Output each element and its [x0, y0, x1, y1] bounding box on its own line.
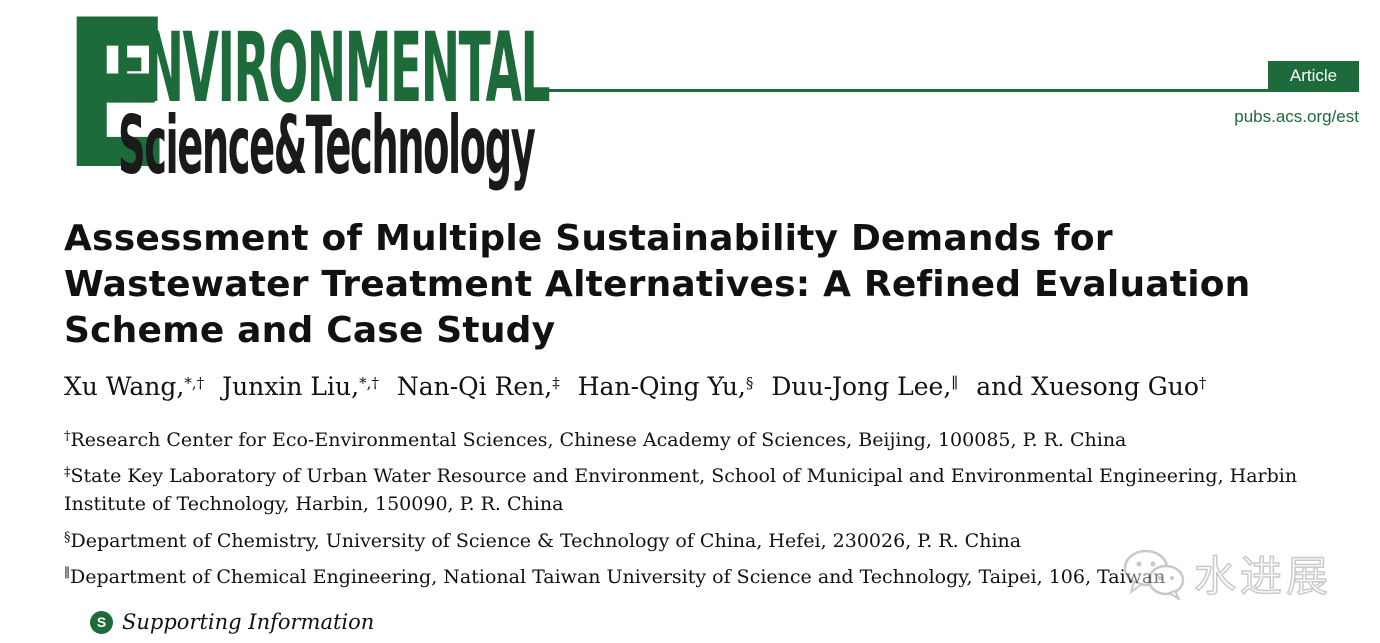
author-marks: *,†	[359, 374, 379, 392]
author-name: Xu Wang,	[64, 372, 185, 401]
affiliation: †Research Center for Eco-Environmental S…	[64, 426, 1354, 454]
author-marks: §	[745, 374, 754, 392]
supporting-info-icon: S	[90, 610, 113, 634]
wechat-icon	[1123, 549, 1185, 600]
affiliation: ‡State Key Laboratory of Urban Water Res…	[64, 462, 1354, 518]
author: Xu Wang,*,†	[64, 372, 204, 401]
author-marks: ∥	[951, 374, 959, 392]
author-name: Junxin Liu,	[222, 372, 360, 401]
author-name: Duu-Jong Lee,	[771, 372, 952, 401]
author: and Xuesong Guo†	[976, 372, 1206, 401]
affiliation-mark: §	[64, 530, 71, 545]
affiliation-text: Department of Chemistry, University of S…	[70, 530, 1022, 552]
author-marks: ‡	[552, 374, 560, 392]
article-type-badge: Article	[1268, 61, 1359, 90]
logo-e-glyph: E	[62, 0, 172, 215]
affiliation-text: Department of Chemical Engineering, Nati…	[70, 566, 1166, 588]
author-name: Han-Qing Yu,	[577, 372, 746, 401]
supporting-information-link[interactable]: S Supporting Information	[90, 610, 374, 634]
affiliation: ∥Department of Chemical Engineering, Nat…	[64, 563, 1354, 591]
author: Han-Qing Yu,§	[578, 372, 754, 401]
header-rule	[528, 89, 1359, 92]
author-marks: †	[1198, 374, 1207, 392]
paper-title: Assessment of Multiple Sustainability De…	[64, 218, 1251, 351]
watermark: 水进展	[1122, 543, 1332, 604]
author-name: Nan-Qi Ren,	[396, 372, 553, 401]
author-list: Xu Wang,*,† Junxin Liu,*,† Nan-Qi Ren,‡ …	[64, 371, 1216, 403]
journal-url-link[interactable]: pubs.acs.org/est	[1234, 107, 1359, 126]
affiliation-mark: †	[64, 429, 71, 444]
author: Nan-Qi Ren,‡	[397, 372, 560, 401]
author-marks: *,†	[184, 374, 205, 392]
affiliation: §Department of Chemistry, University of …	[64, 527, 1354, 555]
affiliation-mark: ∥	[64, 566, 71, 581]
affiliation-mark: ‡	[64, 465, 71, 480]
affiliation-text: Research Center for Eco-Environmental Sc…	[70, 429, 1127, 451]
logo-word-environmental: ENVIRONMENTAL	[114, 12, 550, 124]
author: Junxin Liu,*,†	[222, 372, 379, 401]
author: Duu-Jong Lee,∥	[771, 372, 958, 401]
watermark-text: 水进展	[1193, 551, 1333, 602]
affiliation-text: State Key Laboratory of Urban Water Reso…	[64, 465, 1298, 515]
logo-word-science-technology: Science&Technology	[118, 99, 536, 192]
author-name: and Xuesong Guo	[976, 372, 1199, 401]
journal-logo: E ENVIRONMENTAL Science&Technology	[62, 0, 550, 199]
supporting-info-label: Supporting Information	[122, 610, 375, 634]
